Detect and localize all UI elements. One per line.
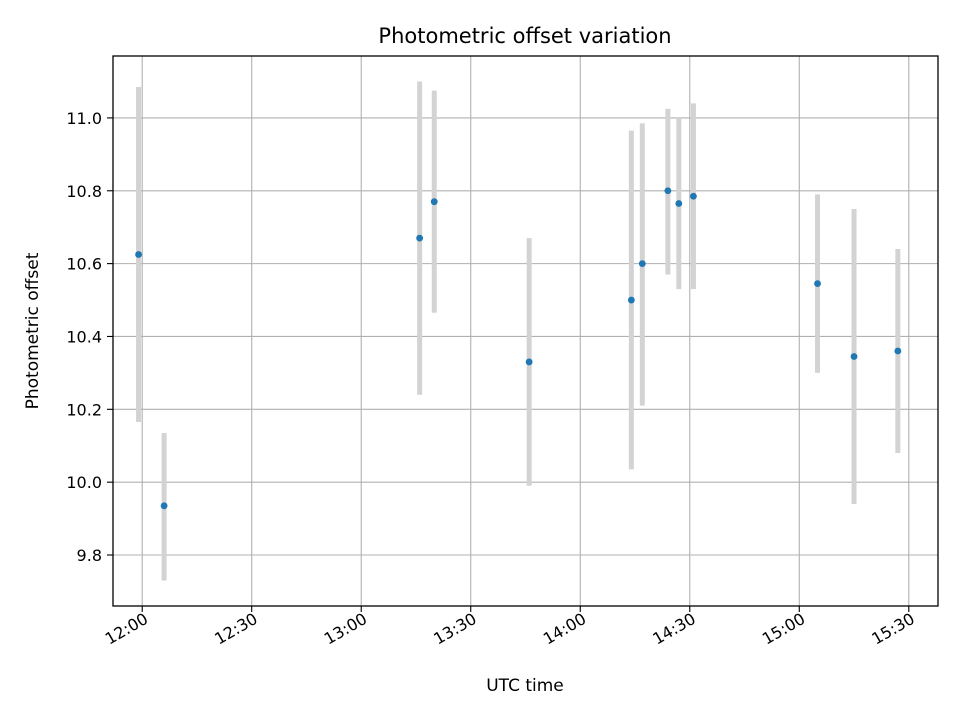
data-point: [850, 353, 858, 360]
data-point: [675, 200, 683, 207]
grid: [113, 56, 938, 606]
data-point: [690, 192, 697, 200]
y-axis-ticks: 9.8 10.0 10.2 10.4 10.6 10.8 11.0: [66, 109, 113, 565]
data-point: [525, 358, 533, 366]
data-point: [894, 347, 902, 355]
y-tick-label: 10.4: [66, 327, 102, 346]
y-tick-label: 10.6: [66, 255, 102, 274]
x-axis-title: UTC time: [486, 676, 564, 696]
y-tick-label: 9.8: [77, 546, 102, 565]
data-point: [664, 187, 672, 195]
data-point: [430, 198, 438, 206]
data-points: [135, 187, 902, 510]
y-axis-title: Photometric offset: [23, 252, 43, 409]
chart-title: Photometric offset variation: [378, 24, 671, 48]
data-point: [814, 280, 821, 288]
y-tick-label: 11.0: [66, 109, 102, 128]
data-point: [135, 251, 142, 258]
data-point: [416, 234, 424, 242]
y-tick-label: 10.8: [66, 182, 102, 201]
data-point: [638, 260, 646, 268]
y-tick-label: 10.0: [66, 473, 102, 492]
data-point: [160, 502, 168, 510]
data-point: [627, 296, 635, 304]
plot-frame: [112, 55, 939, 607]
y-tick-label: 10.2: [66, 400, 102, 419]
